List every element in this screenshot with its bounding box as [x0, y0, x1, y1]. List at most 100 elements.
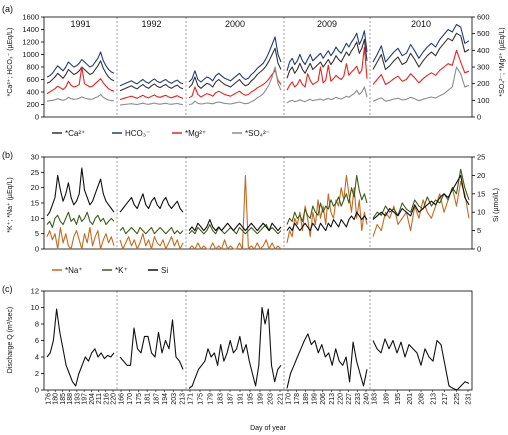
y-tick-label: 5 [35, 229, 39, 238]
x-tick-label: 170 [286, 393, 293, 405]
panel-a-ylabel: *Ca²⁺; HCO₃⁻ (µEq/L) [7, 28, 14, 97]
y-tick-label: 1400 [22, 25, 39, 34]
panel-b-legend: *Na⁺ *K⁺ Si [52, 266, 168, 275]
series-line [46, 167, 115, 217]
series-line [372, 49, 470, 86]
x-tick-label: 183 [218, 393, 225, 405]
y-tick-label: 800 [26, 63, 39, 72]
legend-na-label: *Na⁺ [65, 266, 83, 275]
series-line [188, 69, 282, 99]
x-tick-label: 204 [89, 393, 96, 405]
y-tick-label-right: 0 [477, 113, 481, 122]
panel-label-b: (b) [2, 150, 13, 160]
series-line [119, 319, 184, 370]
x-tick-label: 203 [171, 393, 178, 405]
y-tick-label: 25 [31, 168, 39, 177]
series-line [188, 306, 282, 389]
series-line [46, 308, 115, 387]
axes: 0200400600800100012001400160001002003004… [22, 13, 489, 395]
y-tick-label: 1200 [22, 38, 39, 47]
x-tick-label: 199 [312, 393, 319, 405]
y-tick-label-right: 500 [477, 29, 490, 38]
legend-si-label: Si [161, 266, 168, 275]
series-line [372, 23, 470, 63]
y-tick-label: 0 [35, 386, 39, 395]
y-tick-label-right: 5 [477, 226, 481, 235]
x-tick-label: 171 [188, 393, 195, 405]
panel-label-c: (c) [2, 284, 13, 294]
legend-ca-label: *Ca²⁺ [65, 129, 85, 138]
panel-frame [43, 290, 473, 391]
y-tick-label: 200 [26, 100, 39, 109]
x-tick-label: 225 [454, 393, 461, 405]
x-tick-label: 227 [346, 393, 353, 405]
y-tick-label: 30 [31, 153, 39, 162]
x-tick-label: 217 [442, 393, 449, 405]
x-tick-label: 201 [407, 393, 414, 405]
y-tick-label: 12 [31, 287, 39, 296]
x-tick-label: 240 [364, 393, 371, 405]
series-line [372, 32, 470, 71]
x-tick-label: 195 [248, 393, 255, 405]
series-line [372, 66, 470, 102]
panel-c-ylabel: Discharge Q (m³/sec) [7, 307, 14, 374]
y-tick-label-right: 600 [477, 13, 490, 22]
panel-label-a: (a) [2, 4, 13, 14]
x-tick-label: 208 [419, 393, 426, 405]
x-tick-label: 213 [329, 393, 336, 405]
x-tick-label: 166 [119, 393, 126, 405]
x-tick-label: 211 [96, 393, 103, 404]
year-label: 1991 [70, 19, 90, 29]
x-tick-label: 216 [103, 393, 110, 405]
series-line [286, 86, 368, 104]
x-tick-label: 185 [60, 393, 67, 405]
year-label: 2009 [317, 19, 337, 29]
x-tick-label: 180 [53, 393, 60, 405]
year-dividers [116, 17, 371, 390]
panel-b-ylabel-right: Si (µmol/L) [493, 188, 500, 222]
x-tick-label: 194 [162, 393, 169, 405]
y-tick-label: 1600 [22, 13, 39, 22]
series-line [286, 174, 368, 225]
x-tick-label: 213 [180, 393, 187, 405]
x-tick-label: 203 [268, 393, 275, 405]
x-tick-label: 193 [74, 393, 81, 405]
y-tick-label: 600 [26, 75, 39, 84]
x-tick-label: 189 [383, 393, 390, 405]
y-tick-label: 2 [35, 369, 39, 378]
y-tick-label-right: 400 [477, 46, 490, 55]
series-line [119, 226, 184, 235]
series-line [46, 60, 115, 84]
panel-a-legend: *Ca²⁺ HCO₃⁻ *Mg²⁺ *SO₄²⁻ [52, 129, 270, 138]
x-tick-label: 231 [466, 393, 473, 405]
x-axis-title: Day of year [250, 425, 286, 432]
series-line [372, 174, 470, 221]
y-tick-label-right: 25 [477, 153, 485, 162]
x-tick-label: 181 [145, 393, 152, 405]
y-tick-label-right: 20 [477, 171, 485, 180]
series-line [46, 51, 115, 78]
series-line [119, 193, 184, 213]
year-labels: 1991 1992 2000 2009 2010 [70, 19, 431, 29]
series-line [286, 211, 368, 232]
x-tick-label: 195 [395, 393, 402, 405]
y-tick-label-right: 0 [477, 245, 481, 254]
series-line [46, 226, 115, 250]
series-line [188, 174, 282, 250]
x-tick-label: 175 [136, 393, 143, 405]
x-tick-label: 197 [82, 393, 89, 405]
series-line [119, 94, 184, 101]
year-label: 2000 [225, 19, 245, 29]
series-line [119, 78, 184, 87]
y-tick-label-right: 200 [477, 79, 490, 88]
x-tick-label: 175 [198, 393, 205, 405]
y-tick-label-right: 300 [477, 63, 490, 72]
x-tick-label: 213 [430, 393, 437, 405]
series-line [372, 180, 470, 237]
legend-k-label: *K⁺ [115, 266, 128, 275]
x-tick-label: 170 [127, 393, 134, 405]
x-tick-label: 183 [372, 393, 379, 405]
series-line [119, 83, 184, 92]
series-line [286, 38, 368, 79]
